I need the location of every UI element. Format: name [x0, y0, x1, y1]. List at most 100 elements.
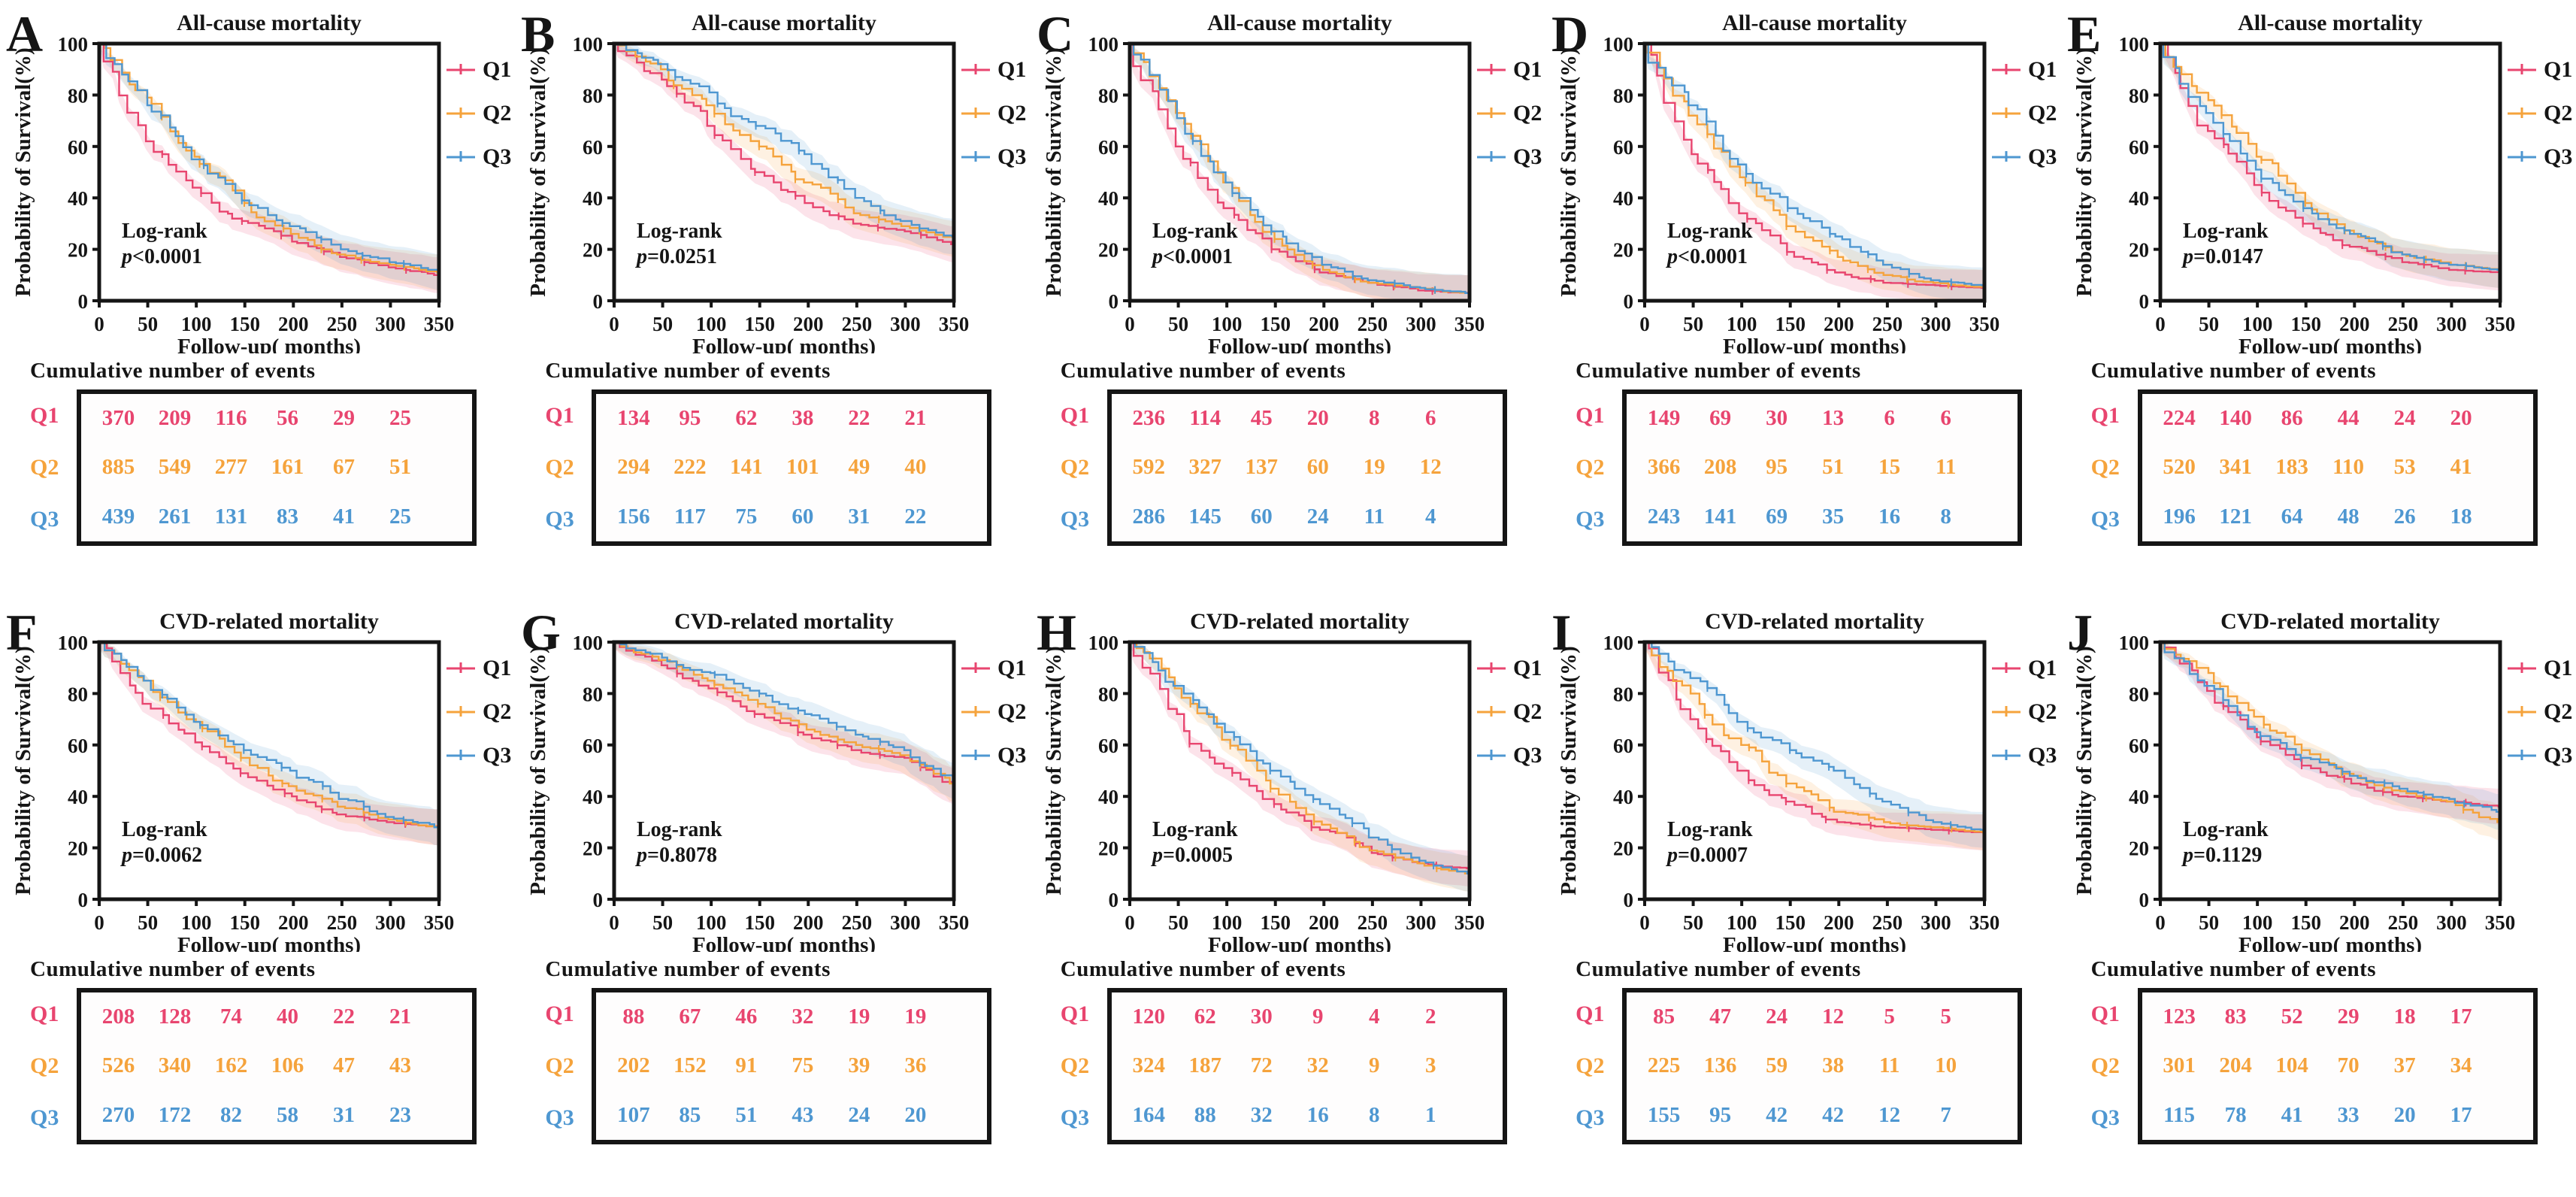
- panel-title: All-cause mortality: [692, 11, 877, 35]
- events-value: 222: [674, 455, 707, 480]
- events-value: 31: [333, 1102, 355, 1127]
- censor-ticks-q1: [161, 150, 407, 274]
- plot-frame: [2158, 640, 2502, 902]
- legend-label-q2: Q2: [1513, 699, 1542, 724]
- censor-ticks-q1: [2222, 141, 2466, 275]
- confidence-band-q2: [101, 644, 437, 846]
- confidence-band-q3: [2161, 644, 2499, 830]
- events-value: 7: [1940, 1102, 1951, 1127]
- events-row-q2: 225 136 59 38 11 10: [1627, 1041, 2018, 1090]
- legend-label-q1: Q1: [2544, 656, 2572, 680]
- km-curve-q2: [104, 644, 437, 829]
- events-row-q1: 123 83 52 29 18 17: [2142, 992, 2533, 1041]
- x-axis-label: Follow-up( months): [2238, 335, 2422, 353]
- log-rank-p-value: p<0.0001: [120, 245, 202, 268]
- events-row-label-q2: Q2: [1576, 454, 1605, 480]
- events-value: 145: [1188, 504, 1222, 529]
- events-row-q2: 592 327 137 60 19 12: [1112, 443, 1503, 492]
- events-value: 5: [1884, 1005, 1895, 1029]
- x-tick-label: 350: [424, 911, 455, 934]
- panel-letter: J: [2067, 604, 2093, 661]
- panel-title: All-cause mortality: [1207, 11, 1392, 35]
- legend-label-q1: Q1: [2028, 57, 2057, 82]
- events-value: 341: [2219, 455, 2252, 480]
- events-value: 30: [1250, 1005, 1273, 1029]
- events-value: 16: [1878, 504, 1901, 529]
- km-chart: I CVD-related mortality 0 20 40 60 80 100 0 50 100…: [1551, 604, 2057, 957]
- km-curve-q3: [1647, 45, 1984, 286]
- events-value: 32: [1306, 1053, 1329, 1078]
- events-value: 6: [1940, 406, 1951, 431]
- panel-letter: A: [6, 5, 43, 62]
- x-tick-label: 300: [1406, 911, 1436, 934]
- events-heading: Cumulative number of events: [2090, 957, 2377, 981]
- events-value: 62: [1194, 1005, 1216, 1029]
- y-tick-label: 0: [593, 889, 604, 911]
- x-tick-label: 300: [2436, 911, 2467, 934]
- confidence-band-q3: [1646, 644, 1984, 848]
- km-panel-J: J CVD-related mortality 0 20 40 60 80 100 0 50 100…: [2061, 598, 2576, 1197]
- censor-ticks-q3: [2222, 696, 2465, 808]
- y-tick-label: 60: [2129, 136, 2149, 159]
- events-value: 20: [2450, 406, 2472, 431]
- x-tick-label: 200: [1824, 911, 1854, 934]
- y-tick-label: 80: [68, 84, 88, 107]
- x-tick-label: 200: [2339, 313, 2370, 335]
- x-tick-label: 150: [229, 911, 260, 934]
- events-heading: Cumulative number of events: [30, 957, 316, 981]
- y-tick-label: 80: [1098, 84, 1118, 107]
- x-tick-label: 250: [2387, 911, 2418, 934]
- events-row-label-q3: Q3: [545, 1105, 574, 1131]
- events-row-label-q1: Q1: [2090, 402, 2120, 428]
- events-value: 5: [1940, 1005, 1951, 1029]
- events-value: 22: [848, 406, 870, 431]
- events-value: 40: [904, 455, 927, 480]
- events-row-q3: 286 145 60 24 11 4: [1112, 492, 1503, 541]
- km-panel-H: H CVD-related mortality 0 20 40 60 80 100 0 50 100…: [1031, 598, 1545, 1197]
- events-value: 31: [848, 504, 870, 529]
- events-row-labels: Q1 Q2 Q3: [30, 389, 77, 546]
- km-panel-C: C All-cause mortality 0 20 40 60 80 100 0 50 100 15…: [1031, 0, 1545, 598]
- events-row-q1: 149 69 30 13 6 6: [1627, 394, 2018, 443]
- events-value: 74: [220, 1005, 242, 1029]
- x-tick-label: 300: [891, 911, 922, 934]
- events-value: 549: [158, 455, 192, 480]
- y-tick-label: 60: [1613, 735, 1633, 757]
- legend-label-q2: Q2: [2028, 699, 2057, 724]
- events-value: 22: [333, 1005, 355, 1029]
- x-tick-label: 200: [278, 911, 309, 934]
- km-chart: A All-cause mortality 0 20 40 60 80 100 0 50 100 15…: [6, 5, 511, 359]
- confidence-band-q3: [616, 644, 953, 799]
- legend-label-q1: Q1: [2544, 57, 2572, 82]
- confidence-band-q3: [616, 45, 953, 255]
- x-tick-label: 300: [375, 911, 406, 934]
- km-panel-I: I CVD-related mortality 0 20 40 60 80 100 0 50 100…: [1545, 598, 2060, 1197]
- events-value: 140: [2219, 406, 2252, 431]
- y-tick-label: 0: [1624, 889, 1634, 911]
- events-row-label-q2: Q2: [1060, 1053, 1090, 1078]
- curves-group: [101, 644, 437, 846]
- events-value: 72: [1250, 1053, 1273, 1078]
- km-curve-q3: [617, 45, 953, 238]
- curves-group: [2161, 45, 2499, 291]
- events-heading: Cumulative number of events: [30, 359, 316, 383]
- log-rank-label: Log-rank: [2183, 818, 2269, 841]
- panel-letter: I: [1551, 604, 1571, 661]
- legend-label-q1: Q1: [483, 57, 511, 82]
- events-table-wrap: Q1 Q2 Q3 236 114 45 20 8 6 592 327 137 60 19 12 286 145…: [1061, 389, 1545, 546]
- events-row-label-q2: Q2: [30, 454, 59, 480]
- log-rank-label: Log-rank: [2183, 220, 2269, 243]
- events-section: Cumulative number of events Q1 Q2 Q3 149 69…: [1576, 359, 2060, 546]
- km-curve-q3: [1134, 644, 1468, 874]
- events-value: 141: [1703, 504, 1737, 529]
- km-chart: B All-cause mortality 0 20 40 60 80 100 0 50 100 15…: [521, 5, 1026, 359]
- events-value: 25: [389, 504, 411, 529]
- panel-letter: D: [1551, 5, 1588, 62]
- events-value: 141: [730, 455, 763, 480]
- events-value: 29: [2337, 1005, 2360, 1029]
- events-section: Cumulative number of events Q1 Q2 Q3 208 12…: [30, 957, 515, 1144]
- x-tick-label: 200: [1309, 911, 1339, 934]
- events-row-labels: Q1 Q2 Q3: [2091, 988, 2138, 1144]
- panel-letter: H: [1037, 604, 1076, 661]
- censor-ticks-q3: [1706, 684, 1952, 829]
